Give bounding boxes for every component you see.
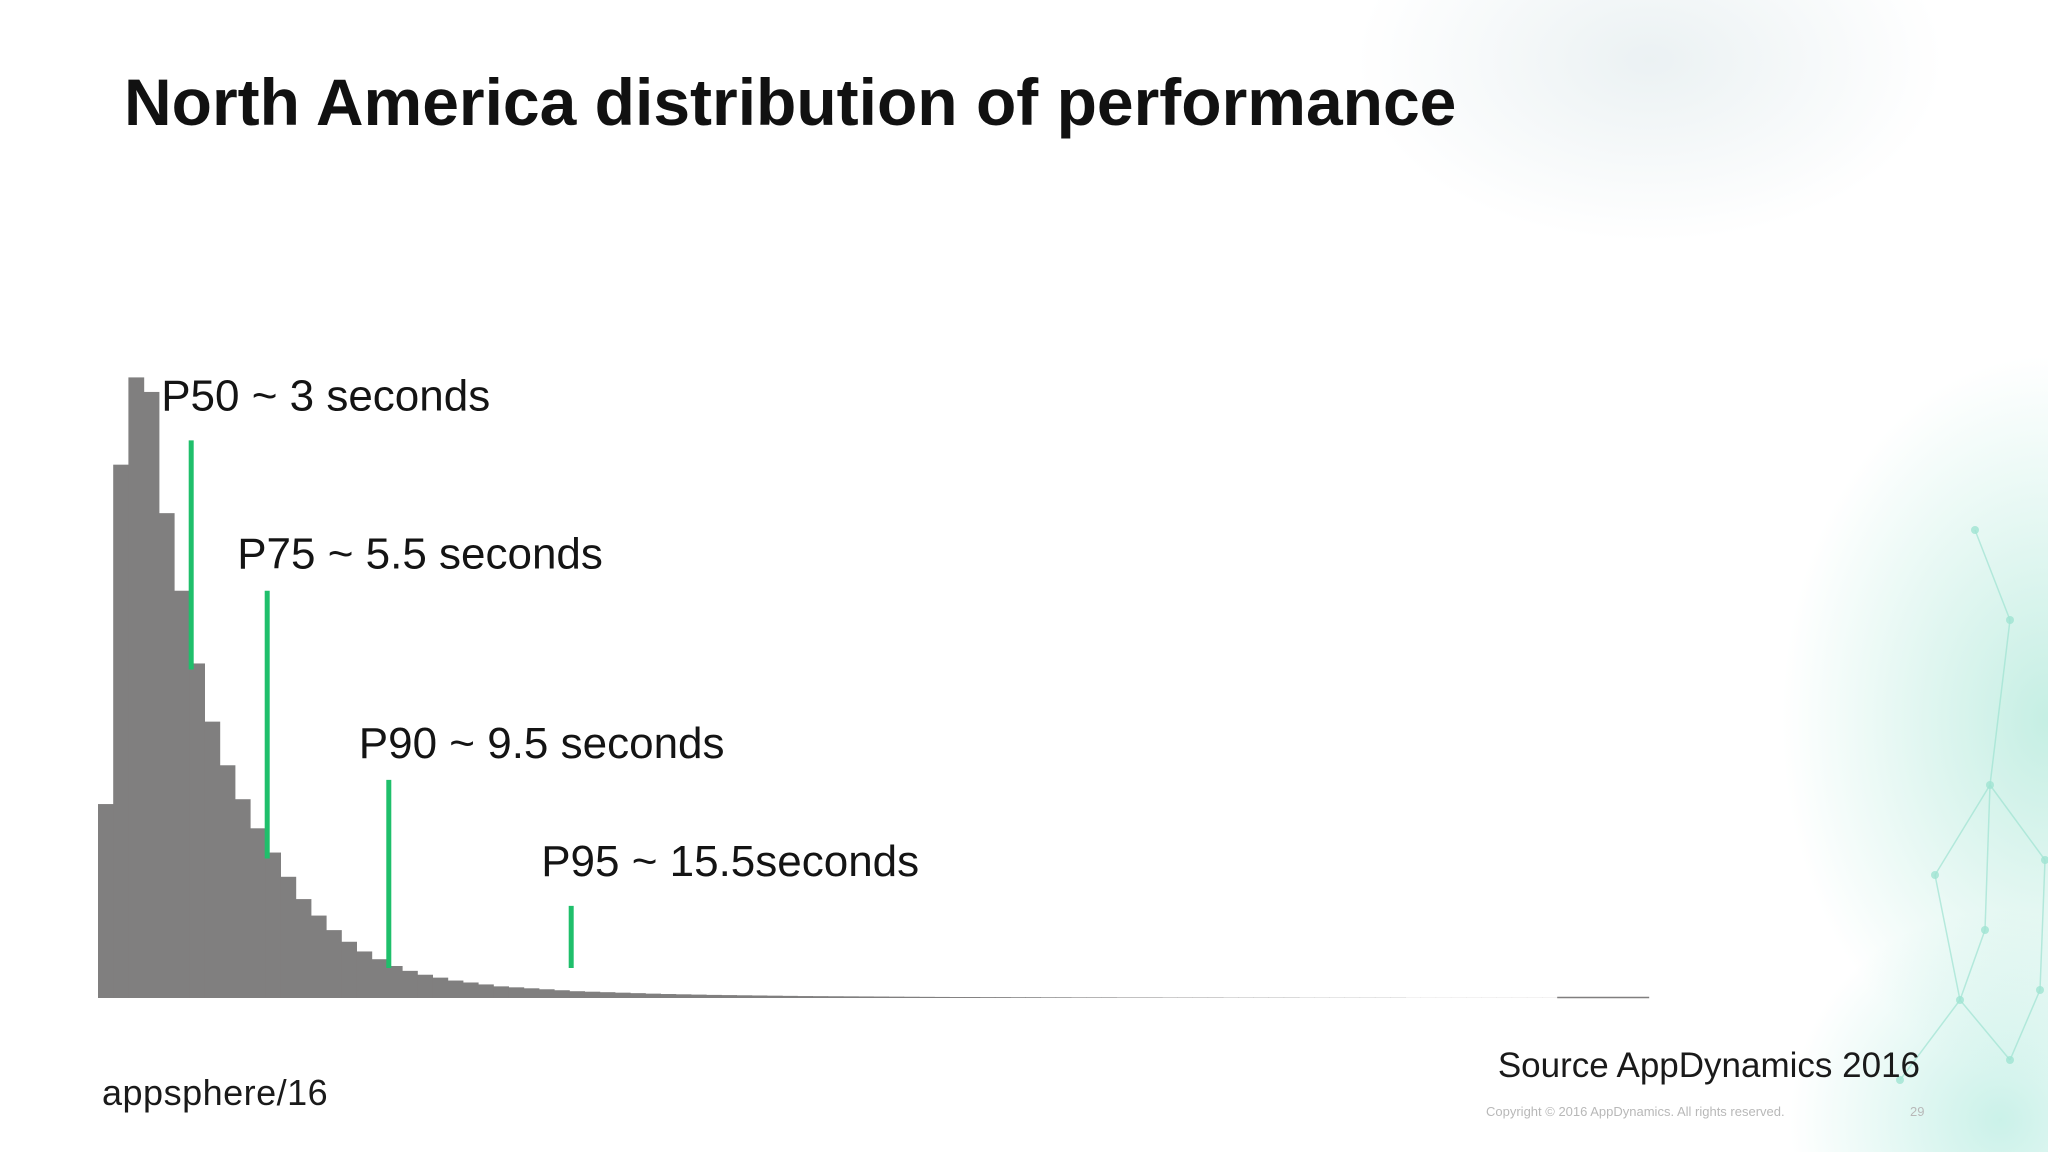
histogram-bar	[599, 992, 616, 998]
histogram-bar	[341, 941, 357, 998]
histogram-bar	[873, 996, 889, 998]
histogram-bar	[994, 997, 1011, 998]
histogram-bar	[234, 799, 251, 998]
histogram-bar	[736, 995, 753, 998]
histogram-bar	[1086, 997, 1102, 998]
histogram-bar	[128, 377, 145, 999]
histogram-bar	[508, 987, 525, 998]
histogram-bar	[402, 970, 418, 998]
histogram-bar	[675, 994, 692, 998]
histogram-bar	[280, 876, 297, 998]
histogram-bar	[1070, 997, 1087, 998]
histogram-bar	[979, 997, 996, 998]
histogram-bar	[721, 995, 737, 998]
histogram-bar	[569, 991, 585, 998]
histogram-bar	[660, 994, 677, 998]
slide-title: North America distribution of performanc…	[124, 65, 1457, 139]
histogram-bar	[690, 994, 707, 998]
histogram-bar	[888, 996, 905, 998]
histogram-bar	[265, 852, 281, 998]
histogram-bar	[493, 986, 509, 998]
histogram-bar	[417, 974, 433, 998]
histogram-bar	[706, 994, 722, 998]
histogram-bar	[432, 977, 449, 998]
histogram-bar	[1025, 997, 1041, 998]
histogram-bar	[295, 899, 312, 998]
histogram-bar	[538, 989, 555, 998]
histogram-bar	[250, 828, 266, 998]
histogram-bar	[189, 663, 205, 998]
histogram-bar	[158, 513, 175, 998]
percentile-label: P90 ~ 9.5 seconds	[359, 719, 725, 768]
histogram-bar	[371, 959, 388, 998]
appsphere-logo: appsphere/16	[102, 1072, 328, 1114]
histogram-bar	[645, 993, 661, 998]
histogram-bar	[204, 721, 221, 998]
logo-text: appsphere	[102, 1072, 277, 1113]
percentile-label: P75 ~ 5.5 seconds	[237, 530, 603, 579]
histogram-bar	[1040, 997, 1057, 998]
histogram-bar	[386, 966, 403, 998]
histogram-bar	[766, 995, 783, 998]
histogram-bar	[903, 996, 920, 998]
histogram-bar	[630, 993, 646, 998]
histogram-bar	[219, 765, 236, 998]
histogram-bar	[98, 804, 114, 998]
histogram-bar	[614, 992, 631, 998]
percentile-label: P50 ~ 3 seconds	[161, 371, 490, 420]
histogram-bar	[447, 980, 464, 998]
histogram-bar	[812, 996, 829, 998]
histogram-bar	[113, 464, 129, 999]
histogram-bar	[356, 951, 373, 998]
copyright-text: Copyright © 2016 AppDynamics. All rights…	[1486, 1104, 1785, 1119]
histogram-bar	[827, 996, 844, 998]
histogram-bar	[174, 590, 190, 998]
histogram-bar	[797, 996, 813, 998]
histogram-bar	[1055, 997, 1072, 998]
histogram-bar	[949, 997, 965, 998]
source-note: Source AppDynamics 2016	[1497, 1046, 1920, 1085]
histogram-bar	[751, 995, 768, 998]
histogram-bar	[462, 982, 479, 998]
logo-suffix: /16	[276, 1072, 329, 1113]
histogram-bar	[554, 990, 570, 998]
histogram-bar	[310, 915, 327, 998]
histogram-bar	[326, 930, 342, 998]
histogram-bar	[918, 996, 935, 998]
histogram-bar	[1010, 997, 1026, 998]
page-number: 29	[1910, 1104, 1925, 1119]
histogram-bar	[934, 996, 950, 998]
histogram-bar	[1101, 997, 1117, 998]
histogram-bar	[782, 995, 798, 998]
percentile-label: P95 ~ 15.5seconds	[541, 837, 919, 886]
histogram-bar	[523, 988, 540, 998]
histogram-bar	[478, 984, 494, 998]
histogram-bar	[143, 391, 160, 998]
histogram-bar	[858, 996, 874, 998]
histogram-bar	[842, 996, 859, 998]
histogram-bar	[964, 997, 981, 998]
histogram-bar	[584, 991, 601, 998]
